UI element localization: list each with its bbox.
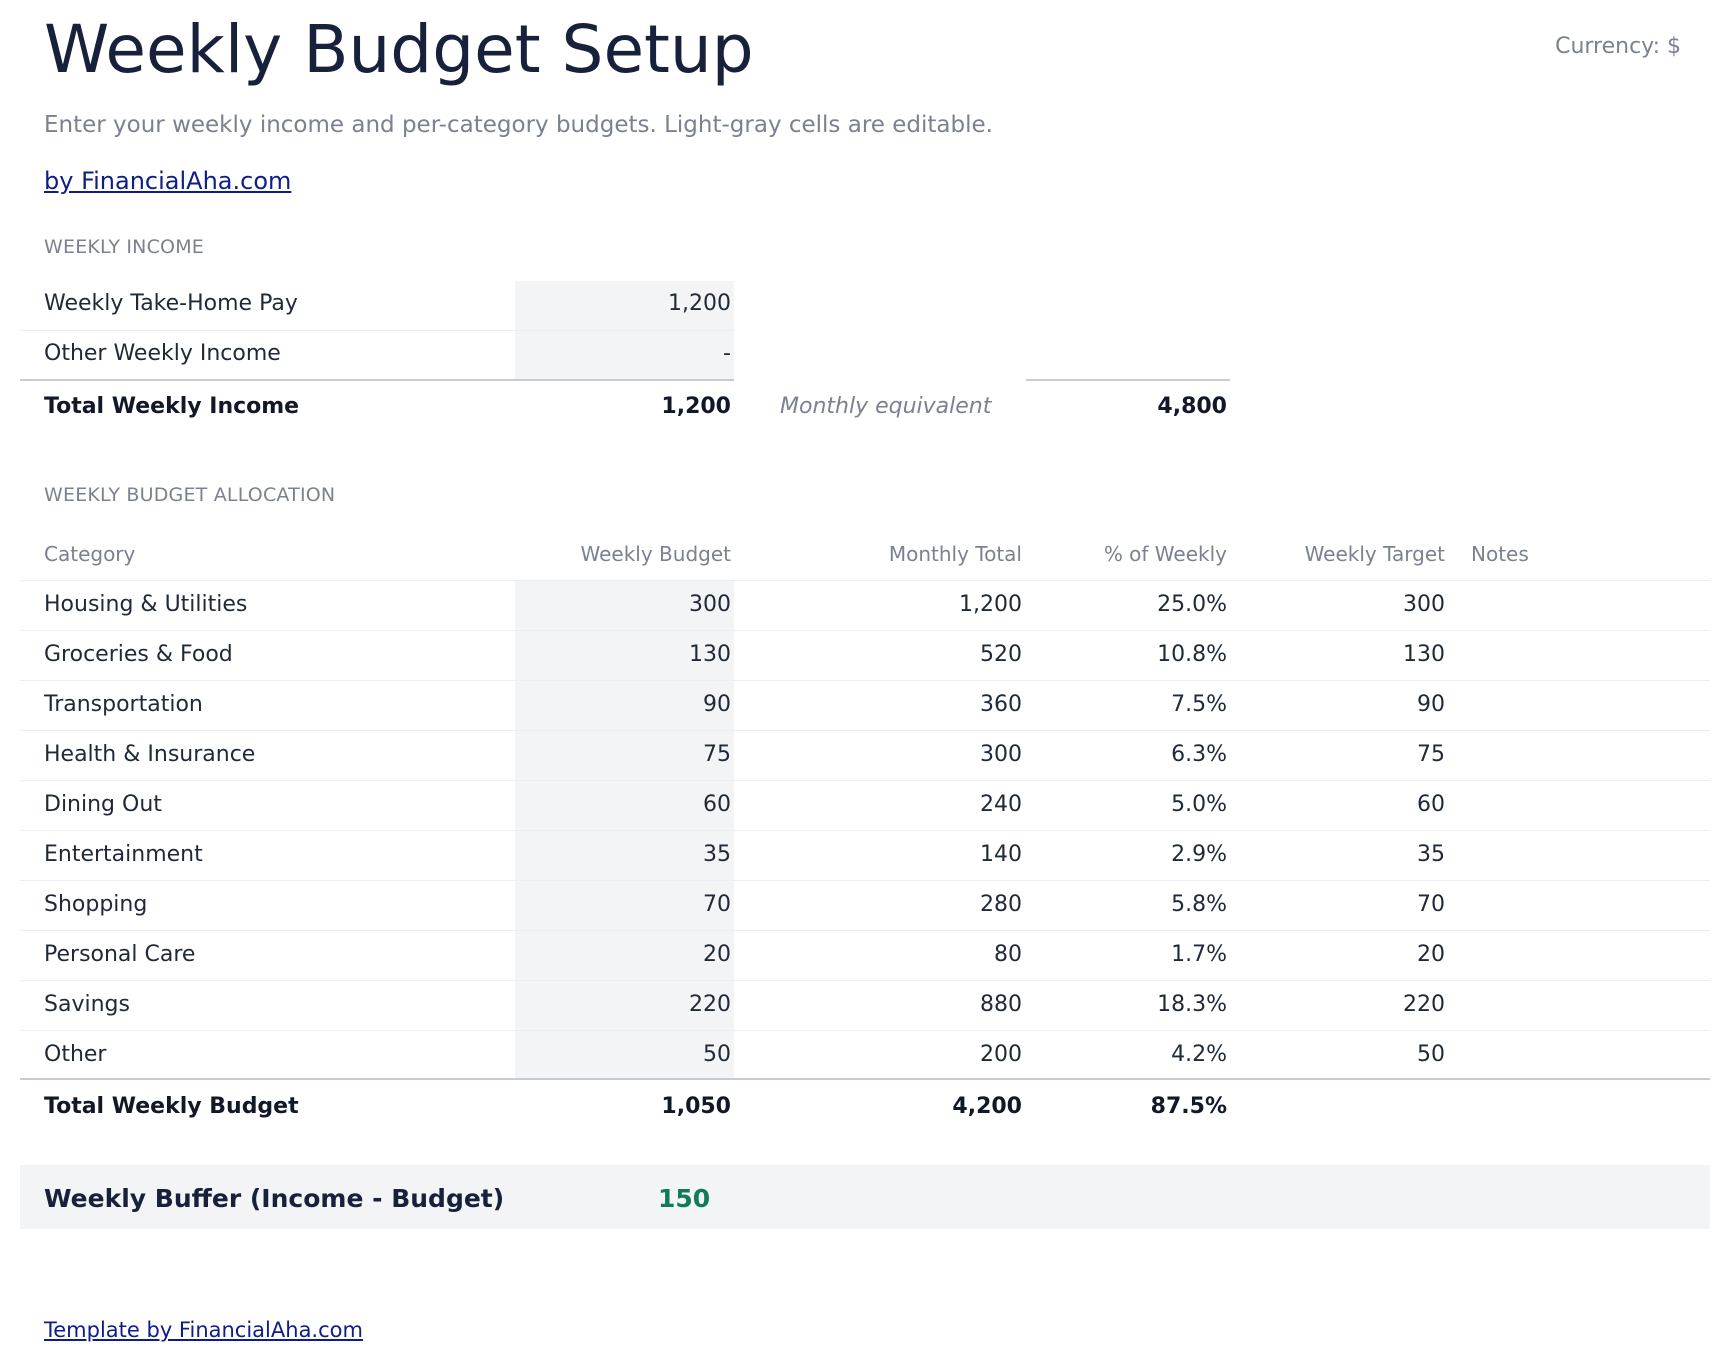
weekly-budget-input[interactable]: 50 [703,1042,731,1067]
weekly-budget-input[interactable]: 60 [703,792,731,817]
category-cell: Savings [44,992,130,1017]
weekly-budget-input[interactable]: 20 [703,942,731,967]
row-divider [20,680,1710,681]
pct-weekly-cell: 10.8% [1157,642,1227,667]
monthly-total-cell: 80 [994,942,1022,967]
total-divider [20,1078,1710,1080]
monthly-total-cell: 300 [980,742,1022,767]
monthly-total-cell: 140 [980,842,1022,867]
allocation-total-pct: 87.5% [1150,1094,1227,1119]
allocation-section-label: WEEKLY BUDGET ALLOCATION [44,484,336,506]
pct-weekly-cell: 6.3% [1171,742,1227,767]
page-title: Weekly Budget Setup [44,11,754,88]
weekly-target-cell: 50 [1417,1042,1445,1067]
pct-weekly-cell: 2.9% [1171,842,1227,867]
page-subtitle: Enter your weekly income and per-categor… [44,112,993,138]
weekly-budget-input[interactable]: 75 [703,742,731,767]
row-divider [20,830,1710,831]
income-label: Other Weekly Income [44,341,281,366]
category-cell: Entertainment [44,842,203,867]
pct-weekly-cell: 5.0% [1171,792,1227,817]
category-cell: Transportation [44,692,203,717]
row-divider [20,630,1710,631]
weekly-target-cell: 90 [1417,692,1445,717]
weekly-buffer-value: 150 [658,1184,711,1213]
pct-weekly-cell: 1.7% [1171,942,1227,967]
weekly-budget-input[interactable]: 35 [703,842,731,867]
weekly-target-cell: 130 [1403,642,1445,667]
income-total-label: Total Weekly Income [44,394,300,419]
weekly-budget-input[interactable]: 220 [689,992,731,1017]
weekly-budget-input[interactable]: 90 [703,692,731,717]
weekly-budget-input[interactable]: 70 [703,892,731,917]
weekly-buffer-box [20,1165,1710,1229]
weekly-target-cell: 70 [1417,892,1445,917]
monthly-equivalent-value: 4,800 [1157,394,1227,419]
weekly-target-cell: 60 [1417,792,1445,817]
weekly-target-cell: 220 [1403,992,1445,1017]
category-cell: Dining Out [44,792,162,817]
allocation-total-label: Total Weekly Budget [44,1094,299,1119]
pct-weekly-cell: 7.5% [1171,692,1227,717]
column-header-notes: Notes [1471,542,1529,566]
column-header-monthly-total: Monthly Total [888,542,1022,566]
column-header-category: Category [44,542,136,566]
monthly-total-cell: 880 [980,992,1022,1017]
column-header-pct-weekly: % of Weekly [1103,542,1227,566]
row-divider [20,980,1710,981]
monthly-total-cell: 200 [980,1042,1022,1067]
allocation-total-weekly: 1,050 [661,1094,731,1119]
weekly-buffer-label: Weekly Buffer (Income - Budget) [44,1184,505,1213]
row-divider [20,730,1710,731]
row-divider [20,780,1710,781]
weekly-target-cell: 75 [1417,742,1445,767]
take-home-pay-input[interactable]: 1,200 [668,291,731,316]
weekly-target-cell: 300 [1403,592,1445,617]
pct-weekly-cell: 18.3% [1157,992,1227,1017]
category-cell: Personal Care [44,942,196,967]
pct-weekly-cell: 4.2% [1171,1042,1227,1067]
pct-weekly-cell: 25.0% [1157,592,1227,617]
other-income-input[interactable]: - [723,341,731,366]
column-header-weekly-target: Weekly Target [1304,542,1445,566]
income-section-label: WEEKLY INCOME [44,236,204,258]
category-cell: Groceries & Food [44,642,233,667]
category-cell: Housing & Utilities [44,592,248,617]
total-divider [20,379,734,381]
row-divider [20,330,734,331]
category-cell: Other [44,1042,107,1067]
weekly-budget-input[interactable]: 300 [689,592,731,617]
financialaha-link[interactable]: by FinancialAha.com [44,167,292,195]
row-divider [20,1030,1710,1031]
weekly-target-cell: 20 [1417,942,1445,967]
monthly-total-cell: 360 [980,692,1022,717]
weekly-budget-input[interactable]: 130 [689,642,731,667]
footer-template-link[interactable]: Template by FinancialAha.com [44,1318,363,1342]
pct-weekly-cell: 5.8% [1171,892,1227,917]
header-divider [20,580,1710,581]
monthly-total-cell: 520 [980,642,1022,667]
monthly-total-cell: 280 [980,892,1022,917]
income-label: Weekly Take-Home Pay [44,291,298,316]
monthly-total-cell: 1,200 [959,592,1022,617]
monthly-total-cell: 240 [980,792,1022,817]
monthly-divider [1026,379,1230,381]
income-total-value: 1,200 [661,394,731,419]
category-cell: Shopping [44,892,148,917]
allocation-total-monthly: 4,200 [952,1094,1022,1119]
weekly-target-cell: 35 [1417,842,1445,867]
currency-indicator: Currency: $ [1555,34,1681,59]
monthly-equivalent-label: Monthly equivalent [780,394,992,419]
row-divider [20,880,1710,881]
category-cell: Health & Insurance [44,742,256,767]
column-header-weekly-budget: Weekly Budget [580,542,731,566]
row-divider [20,930,1710,931]
